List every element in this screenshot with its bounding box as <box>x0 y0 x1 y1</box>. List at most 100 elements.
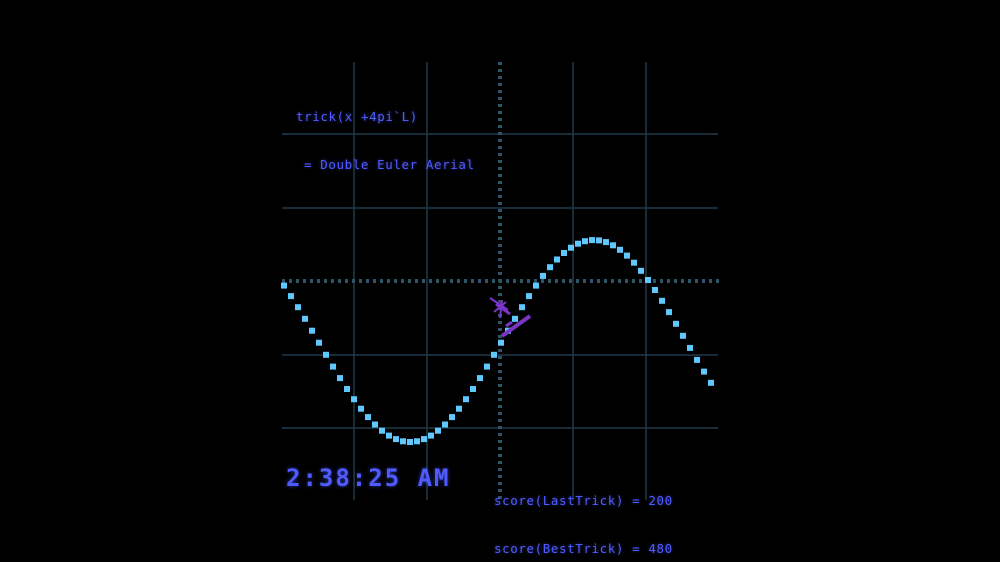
x-axis-tick <box>485 279 488 283</box>
x-axis-tick <box>681 279 684 283</box>
wave-dot <box>316 339 322 346</box>
wave-dot <box>372 421 378 428</box>
y-axis-tick <box>498 272 502 275</box>
y-axis-tick <box>498 167 502 170</box>
y-axis-tick <box>498 230 502 233</box>
x-axis-tick <box>443 279 446 283</box>
x-axis-tick <box>583 279 586 283</box>
y-axis-tick <box>498 377 502 380</box>
y-axis-tick <box>498 293 502 296</box>
wave-dot <box>512 315 518 322</box>
wave-dot <box>386 432 392 439</box>
x-axis-tick <box>352 279 355 283</box>
x-axis-tick <box>380 279 383 283</box>
x-axis-tick <box>415 279 418 283</box>
trick-formula: trick(x +4pi`L) = Double Euler Aerial <box>296 77 475 205</box>
wave-dot <box>561 250 567 256</box>
wave-dot <box>533 282 539 289</box>
wave-dot <box>421 436 427 443</box>
x-axis-tick <box>317 279 320 283</box>
wave-dot <box>442 421 448 428</box>
y-axis-tick <box>498 118 502 121</box>
wave-dot <box>610 242 616 249</box>
wave-dot <box>379 427 385 434</box>
y-axis-tick <box>498 237 502 240</box>
y-axis-tick <box>498 496 502 499</box>
x-axis-tick <box>471 279 474 283</box>
y-axis-tick <box>498 139 502 142</box>
sine-wave <box>281 237 714 445</box>
y-axis-tick <box>498 419 502 422</box>
x-axis-tick <box>464 279 467 283</box>
y-axis-tick <box>498 90 502 93</box>
x-axis-tick <box>373 279 376 283</box>
wave-dot <box>666 309 672 316</box>
y-axis-tick <box>498 286 502 289</box>
x-axis-tick <box>520 279 523 283</box>
x-axis-tick <box>548 279 551 283</box>
y-axis-tick <box>498 76 502 79</box>
y-axis-tick <box>498 321 502 324</box>
wave-dot <box>295 304 301 311</box>
wave-dot <box>358 405 364 412</box>
wave-dot <box>302 315 308 322</box>
y-axis-tick <box>498 265 502 268</box>
x-axis-tick <box>289 279 292 283</box>
y-axis-tick <box>498 391 502 394</box>
rider-icon[interactable] <box>489 297 532 338</box>
score-panel: score(LastTrick) = 200 score(BestTrick) … <box>494 461 673 562</box>
x-axis-tick <box>597 279 600 283</box>
x-axis-tick <box>667 279 670 283</box>
wave-dot <box>498 339 504 346</box>
y-axis-tick <box>498 398 502 401</box>
x-axis-tick <box>590 279 593 283</box>
y-axis-tick <box>498 356 502 359</box>
y-axis-tick <box>498 188 502 191</box>
y-axis-tick <box>498 384 502 387</box>
x-axis-tick <box>618 279 621 283</box>
y-axis-tick <box>498 146 502 149</box>
y-axis-tick <box>498 209 502 212</box>
wave-dot <box>435 427 441 434</box>
wave-dot <box>652 287 658 293</box>
y-axis-tick <box>498 475 502 478</box>
wave-dot <box>400 438 406 445</box>
y-axis-tick <box>498 181 502 184</box>
wave-dot <box>456 405 462 412</box>
x-axis-tick <box>282 279 285 283</box>
x-axis-tick <box>716 279 719 283</box>
wave-dot <box>526 293 532 300</box>
wave-dot <box>624 252 630 259</box>
x-axis-tick <box>709 279 712 283</box>
wave-dot <box>428 432 434 439</box>
y-axis-tick <box>498 412 502 415</box>
y-axis-tick <box>498 328 502 331</box>
x-axis-tick <box>499 279 502 283</box>
x-axis-tick <box>338 279 341 283</box>
wave-dot <box>330 363 336 370</box>
wave-dot <box>519 304 525 311</box>
wave-dot <box>540 272 546 279</box>
y-axis-tick <box>498 433 502 436</box>
x-axis-tick <box>478 279 481 283</box>
x-axis-tick <box>506 279 509 283</box>
wave-dot <box>470 386 476 392</box>
axis-ticks <box>282 62 719 499</box>
y-axis-tick <box>498 482 502 485</box>
y-axis-tick <box>498 125 502 128</box>
wave-dot <box>631 259 637 266</box>
x-axis-tick <box>541 279 544 283</box>
y-axis-tick <box>498 174 502 177</box>
x-axis-tick <box>366 279 369 283</box>
y-axis-tick <box>498 349 502 352</box>
wave-dot <box>351 396 357 403</box>
y-axis-tick <box>498 195 502 198</box>
x-axis-tick <box>576 279 579 283</box>
y-axis-tick <box>498 202 502 205</box>
x-axis-tick <box>422 279 425 283</box>
y-axis-tick <box>498 216 502 219</box>
x-axis-tick <box>555 279 558 283</box>
wave-dot <box>337 375 343 382</box>
x-axis-tick <box>569 279 572 283</box>
wave-dot <box>708 379 714 386</box>
